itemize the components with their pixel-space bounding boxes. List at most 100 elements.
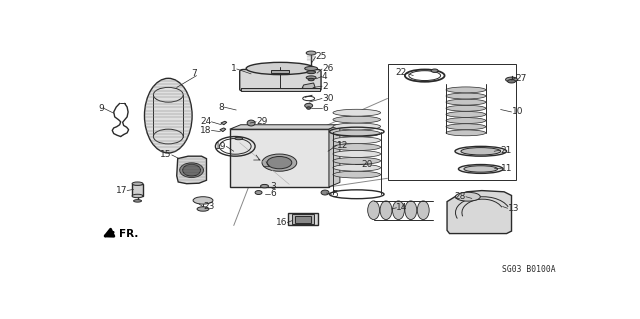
Text: 24: 24 [200,117,211,126]
Ellipse shape [464,166,498,172]
Ellipse shape [255,190,262,195]
Polygon shape [230,125,340,129]
Text: 18: 18 [200,126,211,135]
Ellipse shape [431,69,438,72]
Text: 28: 28 [454,192,466,201]
Ellipse shape [193,197,213,204]
Text: 23: 23 [203,202,214,211]
Text: 14: 14 [396,203,408,212]
Ellipse shape [446,93,486,99]
Text: FR.: FR. [118,228,138,239]
Text: 4: 4 [322,72,328,81]
Ellipse shape [333,151,381,157]
Text: SG03 B0100A: SG03 B0100A [502,264,555,274]
Text: 1: 1 [231,64,237,73]
Ellipse shape [305,103,312,108]
Ellipse shape [446,105,486,111]
Bar [292,214,314,224]
Ellipse shape [132,194,143,198]
Bar [230,129,329,187]
Ellipse shape [305,67,317,70]
Ellipse shape [333,171,381,178]
Ellipse shape [508,79,515,83]
Polygon shape [220,128,226,132]
Text: 11: 11 [500,164,512,173]
Ellipse shape [145,78,192,153]
Text: 25: 25 [316,52,327,61]
Ellipse shape [134,200,141,202]
Ellipse shape [182,164,200,176]
Ellipse shape [262,154,297,171]
Text: 2: 2 [322,82,328,91]
Text: 5: 5 [332,190,338,199]
Ellipse shape [333,123,381,130]
Text: 29: 29 [256,117,268,126]
Text: 13: 13 [508,204,519,213]
Ellipse shape [308,78,314,81]
Bar [132,184,143,196]
Ellipse shape [333,109,381,116]
Ellipse shape [132,182,143,185]
Text: 21: 21 [500,145,512,154]
Ellipse shape [417,201,429,219]
Text: 3: 3 [270,182,276,191]
Bar [288,213,318,226]
Text: 27: 27 [515,74,527,83]
Ellipse shape [456,192,480,201]
Ellipse shape [446,124,486,130]
Text: 20: 20 [362,160,373,169]
Ellipse shape [461,148,500,155]
Ellipse shape [333,130,381,137]
Ellipse shape [260,184,269,188]
Ellipse shape [267,157,292,169]
Text: 12: 12 [337,141,348,150]
Text: 16: 16 [276,218,287,227]
Ellipse shape [446,130,486,136]
Ellipse shape [307,107,310,109]
Bar [271,70,289,73]
Ellipse shape [306,51,316,55]
Ellipse shape [180,163,204,178]
Polygon shape [302,83,315,90]
Ellipse shape [405,201,417,219]
Text: 9: 9 [98,104,104,113]
Ellipse shape [197,207,209,211]
Ellipse shape [367,201,380,219]
Polygon shape [177,156,207,184]
FancyBboxPatch shape [240,70,321,91]
Ellipse shape [446,99,486,105]
Text: 10: 10 [511,108,523,116]
Ellipse shape [333,116,381,123]
Polygon shape [221,121,227,125]
Ellipse shape [380,201,392,219]
Ellipse shape [446,87,486,93]
Text: 8: 8 [218,102,224,112]
Ellipse shape [246,62,315,75]
Ellipse shape [307,71,316,74]
Text: 22: 22 [395,68,406,77]
Ellipse shape [235,137,243,140]
Ellipse shape [392,201,404,219]
Text: 6: 6 [322,104,328,113]
Ellipse shape [333,144,381,151]
Text: 26: 26 [322,64,333,73]
Ellipse shape [333,137,381,144]
Polygon shape [447,190,511,234]
Text: 15: 15 [160,151,172,160]
Ellipse shape [446,111,486,117]
Text: 19: 19 [215,142,227,151]
Ellipse shape [458,165,503,173]
Ellipse shape [446,118,486,123]
Ellipse shape [506,77,518,82]
Text: 6: 6 [270,189,276,198]
Polygon shape [329,125,340,187]
Ellipse shape [306,76,316,79]
Ellipse shape [321,190,329,195]
Ellipse shape [333,157,381,164]
Text: 17: 17 [116,186,127,195]
Bar [241,88,319,91]
Text: 7: 7 [191,70,197,78]
Ellipse shape [455,146,507,156]
Ellipse shape [333,164,381,171]
Bar [295,216,311,223]
